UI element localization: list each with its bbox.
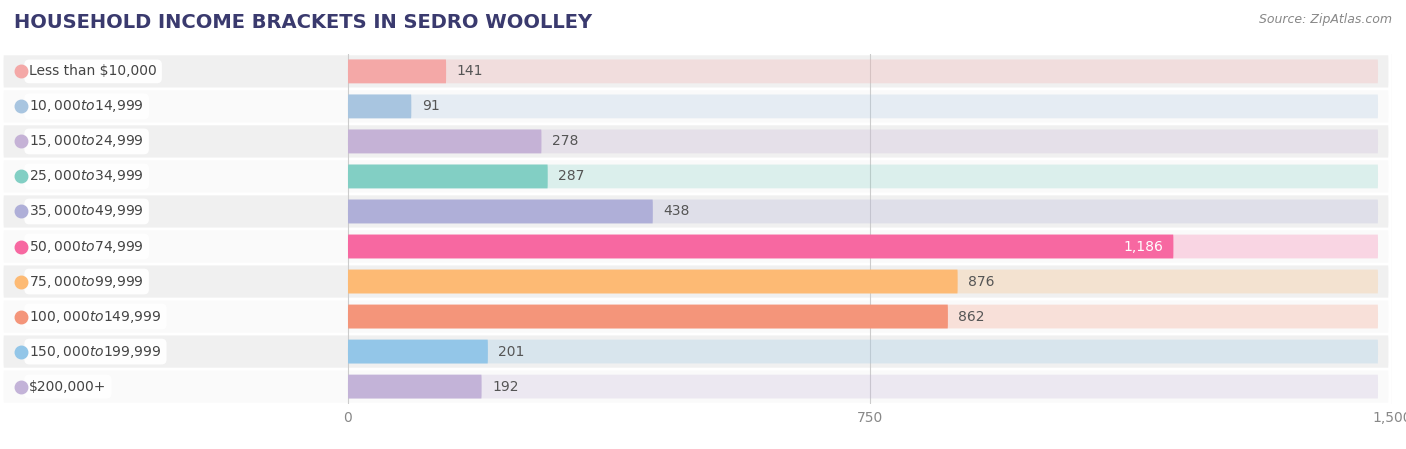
FancyBboxPatch shape bbox=[349, 304, 1378, 329]
FancyBboxPatch shape bbox=[349, 59, 446, 84]
FancyBboxPatch shape bbox=[349, 129, 1378, 154]
Text: $75,000 to $99,999: $75,000 to $99,999 bbox=[30, 273, 143, 290]
Text: 201: 201 bbox=[498, 344, 524, 359]
Text: $25,000 to $34,999: $25,000 to $34,999 bbox=[30, 168, 143, 185]
Text: 438: 438 bbox=[664, 204, 689, 219]
Text: 876: 876 bbox=[969, 274, 994, 289]
FancyBboxPatch shape bbox=[349, 129, 541, 154]
FancyBboxPatch shape bbox=[3, 370, 1389, 403]
FancyBboxPatch shape bbox=[349, 374, 482, 399]
FancyBboxPatch shape bbox=[3, 265, 1389, 298]
Text: 141: 141 bbox=[457, 64, 484, 79]
FancyBboxPatch shape bbox=[3, 55, 1389, 88]
FancyBboxPatch shape bbox=[3, 300, 1389, 333]
FancyBboxPatch shape bbox=[349, 234, 1378, 259]
FancyBboxPatch shape bbox=[349, 269, 1378, 294]
FancyBboxPatch shape bbox=[349, 199, 1378, 224]
FancyBboxPatch shape bbox=[349, 94, 412, 119]
Text: Less than $10,000: Less than $10,000 bbox=[30, 64, 157, 79]
Text: Source: ZipAtlas.com: Source: ZipAtlas.com bbox=[1258, 13, 1392, 26]
Text: 862: 862 bbox=[959, 309, 984, 324]
FancyBboxPatch shape bbox=[349, 339, 1378, 364]
Text: 91: 91 bbox=[422, 99, 440, 114]
Text: $150,000 to $199,999: $150,000 to $199,999 bbox=[30, 343, 162, 360]
Text: $35,000 to $49,999: $35,000 to $49,999 bbox=[30, 203, 143, 220]
Text: HOUSEHOLD INCOME BRACKETS IN SEDRO WOOLLEY: HOUSEHOLD INCOME BRACKETS IN SEDRO WOOLL… bbox=[14, 13, 592, 32]
FancyBboxPatch shape bbox=[3, 230, 1389, 263]
Text: 278: 278 bbox=[553, 134, 578, 149]
FancyBboxPatch shape bbox=[3, 160, 1389, 193]
Text: 192: 192 bbox=[492, 379, 519, 394]
FancyBboxPatch shape bbox=[349, 164, 548, 189]
FancyBboxPatch shape bbox=[349, 304, 948, 329]
FancyBboxPatch shape bbox=[3, 335, 1389, 368]
Text: $10,000 to $14,999: $10,000 to $14,999 bbox=[30, 98, 143, 114]
FancyBboxPatch shape bbox=[349, 199, 652, 224]
Text: $100,000 to $149,999: $100,000 to $149,999 bbox=[30, 308, 162, 325]
FancyBboxPatch shape bbox=[3, 195, 1389, 228]
FancyBboxPatch shape bbox=[349, 269, 957, 294]
FancyBboxPatch shape bbox=[349, 164, 1378, 189]
FancyBboxPatch shape bbox=[349, 59, 1378, 84]
FancyBboxPatch shape bbox=[349, 234, 1174, 259]
Text: 1,186: 1,186 bbox=[1123, 239, 1163, 254]
FancyBboxPatch shape bbox=[3, 125, 1389, 158]
FancyBboxPatch shape bbox=[3, 90, 1389, 123]
Text: $15,000 to $24,999: $15,000 to $24,999 bbox=[30, 133, 143, 150]
Text: $200,000+: $200,000+ bbox=[30, 379, 107, 394]
Text: $50,000 to $74,999: $50,000 to $74,999 bbox=[30, 238, 143, 255]
FancyBboxPatch shape bbox=[349, 374, 1378, 399]
Text: 287: 287 bbox=[558, 169, 585, 184]
FancyBboxPatch shape bbox=[349, 339, 488, 364]
FancyBboxPatch shape bbox=[349, 94, 1378, 119]
